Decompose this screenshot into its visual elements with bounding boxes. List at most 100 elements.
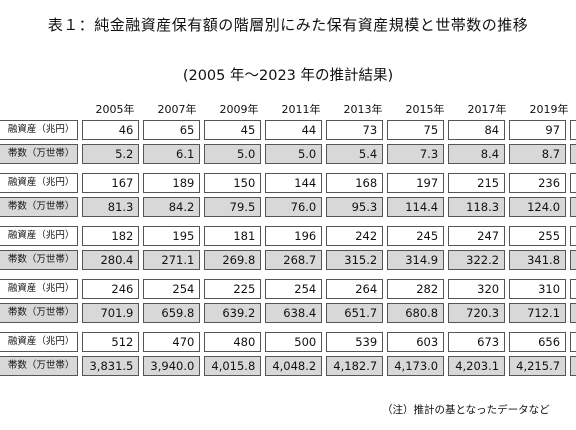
table-cell: 314.9 — [387, 250, 445, 270]
table-cell: 247 — [448, 226, 506, 246]
households-row: 帯数（万世帯） 5.2 6.1 5.0 5.0 5.4 7.3 8.4 8.7 — [0, 143, 576, 165]
year-header: 2007年 — [157, 103, 197, 116]
table-cell: 196 — [265, 226, 323, 246]
table-cell: 341.8 — [509, 250, 567, 270]
table-cell: 4,215.7 — [509, 356, 567, 376]
page-subtitle: (2005 年〜2023 年の推計結果) — [182, 68, 394, 84]
table-cell: 271.1 — [143, 250, 201, 270]
table-cell: 656 — [509, 332, 567, 352]
row-label: 融資産（兆円） — [0, 226, 79, 246]
data-table: 融資産（兆円） 46 65 45 44 73 75 84 97 帯数（万世帯） … — [0, 119, 576, 384]
row-label: 融資産（兆円） — [0, 173, 79, 193]
table-cell: 46 — [82, 120, 140, 140]
table-cell: 264 — [326, 279, 384, 299]
table-cell: 8.4 — [448, 144, 506, 164]
year-header: 2011年 — [281, 103, 321, 116]
table-cell: 95.3 — [326, 197, 384, 217]
cut-off-cell — [570, 332, 576, 352]
table-cell: 5.2 — [82, 144, 140, 164]
table-cell: 181 — [204, 226, 262, 246]
page-title: 表１：純金融資産保有額の階層別にみた保有資産規模と世帯数の推移 — [47, 16, 529, 34]
assets-row: 融資産（兆円） 246 254 225 254 264 282 320 310 — [0, 278, 576, 300]
table-cell: 168 — [326, 173, 384, 193]
table-cell: 150 — [204, 173, 262, 193]
table-cell: 97 — [509, 120, 567, 140]
table-cell: 254 — [265, 279, 323, 299]
table-cell: 245 — [387, 226, 445, 246]
table-cell: 167 — [82, 173, 140, 193]
table-cell: 3,831.5 — [82, 356, 140, 376]
table-cell: 500 — [265, 332, 323, 352]
households-row: 帯数（万世帯） 81.3 84.2 79.5 76.0 95.3 114.4 1… — [0, 196, 576, 218]
table-cell: 144 — [265, 173, 323, 193]
table-cell: 7.3 — [387, 144, 445, 164]
table-cell: 73 — [326, 120, 384, 140]
table-cell: 512 — [82, 332, 140, 352]
cut-off-cell — [570, 197, 576, 217]
row-label: 帯数（万世帯） — [0, 144, 79, 164]
households-row: 帯数（万世帯） 280.4 271.1 269.8 268.7 315.2 31… — [0, 249, 576, 271]
households-row: 帯数（万世帯） 701.9 659.8 639.2 638.4 651.7 68… — [0, 302, 576, 324]
year-header: 2005年 — [95, 103, 135, 116]
table-cell: 5.0 — [265, 144, 323, 164]
table-cell: 4,048.2 — [265, 356, 323, 376]
year-header: 2015年 — [405, 103, 445, 116]
year-header: 2019年 — [529, 103, 569, 116]
assets-row: 融資産（兆円） 167 189 150 144 168 197 215 236 — [0, 172, 576, 194]
table-cell: 255 — [509, 226, 567, 246]
table-cell: 84 — [448, 120, 506, 140]
assets-row: 融資産（兆円） 46 65 45 44 73 75 84 97 — [0, 119, 576, 141]
table-cell: 197 — [387, 173, 445, 193]
table-cell: 189 — [143, 173, 201, 193]
cut-off-cell — [570, 303, 576, 323]
table-cell: 470 — [143, 332, 201, 352]
table-cell: 269.8 — [204, 250, 262, 270]
table-cell: 75 — [387, 120, 445, 140]
row-label: 帯数（万世帯） — [0, 197, 79, 217]
table-cell: 310 — [509, 279, 567, 299]
table-cell: 236 — [509, 173, 567, 193]
row-label: 融資産（兆円） — [0, 279, 79, 299]
table-cell: 638.4 — [265, 303, 323, 323]
row-label: 帯数（万世帯） — [0, 250, 79, 270]
table-cell: 480 — [204, 332, 262, 352]
table-cell: 79.5 — [204, 197, 262, 217]
table-cell: 45 — [204, 120, 262, 140]
table-cell: 651.7 — [326, 303, 384, 323]
households-row: 帯数（万世帯） 3,831.5 3,940.0 4,015.8 4,048.2 … — [0, 355, 576, 377]
cut-off-cell — [570, 226, 576, 246]
table-cell: 322.2 — [448, 250, 506, 270]
table-cell: 4,203.1 — [448, 356, 506, 376]
table-cell: 254 — [143, 279, 201, 299]
table-cell: 280.4 — [82, 250, 140, 270]
table-cell: 84.2 — [143, 197, 201, 217]
tier-group: 融資産（兆円） 512 470 480 500 539 603 673 656 … — [0, 331, 576, 377]
cut-off-cell — [570, 120, 576, 140]
table-cell: 539 — [326, 332, 384, 352]
footnote: （注）推計の基となったデータなど — [382, 404, 550, 416]
table-cell: 4,182.7 — [326, 356, 384, 376]
table-cell: 659.8 — [143, 303, 201, 323]
table-cell: 639.2 — [204, 303, 262, 323]
year-header-row: 2005年 2007年 2009年 2011年 2013年 2015年 2017… — [86, 101, 576, 117]
table-cell: 4,015.8 — [204, 356, 262, 376]
table-cell: 282 — [387, 279, 445, 299]
assets-row: 融資産（兆円） 512 470 480 500 539 603 673 656 — [0, 331, 576, 353]
cut-off-cell — [570, 173, 576, 193]
table-cell: 712.1 — [509, 303, 567, 323]
cut-off-cell — [570, 144, 576, 164]
table-cell: 195 — [143, 226, 201, 246]
table-cell: 246 — [82, 279, 140, 299]
table-cell: 124.0 — [509, 197, 567, 217]
cut-off-cell — [570, 279, 576, 299]
assets-row: 融資産（兆円） 182 195 181 196 242 245 247 255 — [0, 225, 576, 247]
table-cell: 701.9 — [82, 303, 140, 323]
table-cell: 65 — [143, 120, 201, 140]
table-cell: 8.7 — [509, 144, 567, 164]
table-cell: 673 — [448, 332, 506, 352]
table-cell: 182 — [82, 226, 140, 246]
row-label: 帯数（万世帯） — [0, 356, 79, 376]
table-cell: 680.8 — [387, 303, 445, 323]
table-cell: 268.7 — [265, 250, 323, 270]
table-cell: 225 — [204, 279, 262, 299]
